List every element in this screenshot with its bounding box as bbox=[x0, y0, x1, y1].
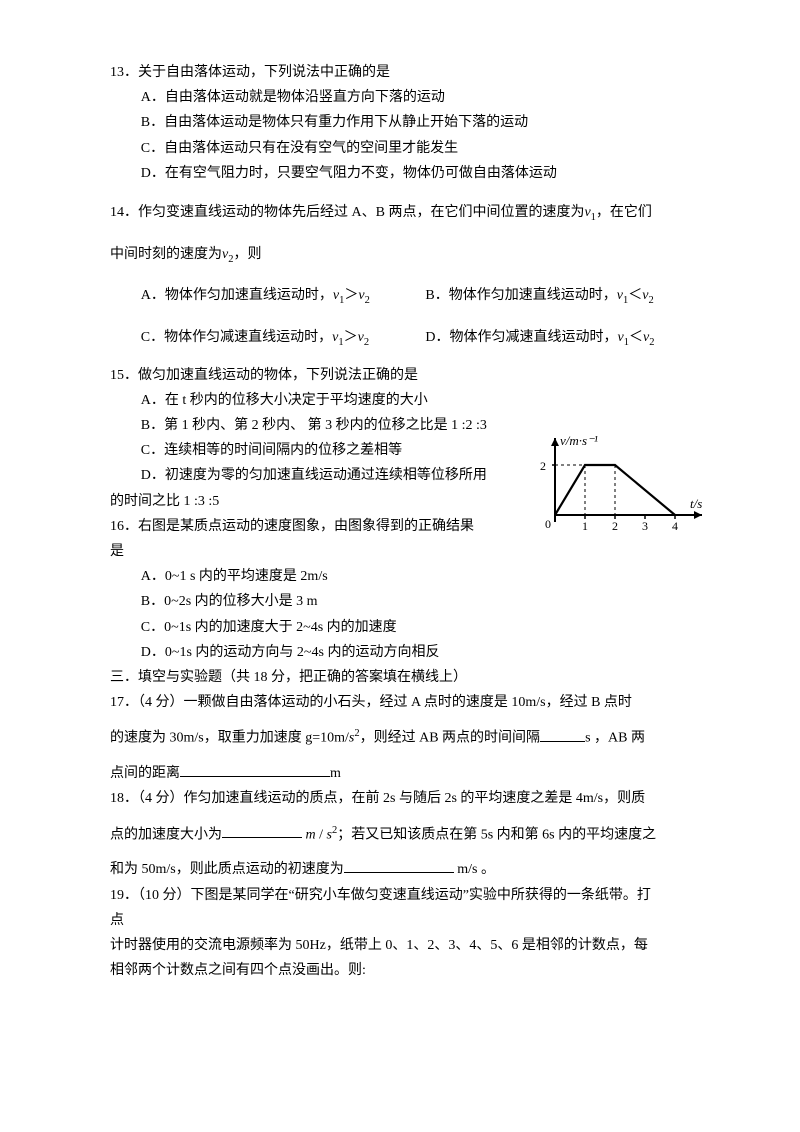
q14-opt-d: D．物体作匀减速直线运动时，v1＜v2 bbox=[425, 325, 710, 353]
q18-line2: 点的加速度大小为 m / s2；若又已知该质点在第 5s 内和第 6s 内的平均… bbox=[110, 822, 710, 848]
q16-stem: 16．右图是某质点运动的速度图象，由图象得到的正确结果 bbox=[110, 514, 522, 539]
q14-stem-line1: 14．作匀变速直线运动的物体先后经过 A、B 两点，在它们中间位置的速度为v1，… bbox=[110, 200, 710, 228]
svg-text:4: 4 bbox=[672, 519, 678, 533]
q14-opt-c: C．物体作匀减速直线运动时，v1＞v2 bbox=[141, 325, 426, 353]
q15-stem: 15．做匀加速直线运动的物体，下列说法正确的是 bbox=[110, 363, 710, 388]
blank-18b[interactable] bbox=[344, 858, 454, 873]
q14-stem-a: 14．作匀变速直线运动的物体先后经过 A、B 两点，在它们中间位置的速度为 bbox=[110, 205, 584, 220]
svg-text:1: 1 bbox=[582, 519, 588, 533]
q15-opt-d2: 的时间之比 1 :3 :5 bbox=[110, 489, 522, 514]
q16-opt-b: B．0~2s 内的位移大小是 3 m bbox=[110, 589, 710, 614]
q14-opt-b: B．物体作匀加速直线运动时，v1＜v2 bbox=[425, 283, 710, 311]
q14-row-cd: C．物体作匀减速直线运动时，v1＞v2 D．物体作匀减速直线运动时，v1＜v2 bbox=[110, 325, 710, 353]
blank-17a[interactable] bbox=[540, 727, 585, 742]
svg-text:2: 2 bbox=[612, 519, 618, 533]
question-16-opts: A．0~1 s 内的平均速度是 2m/s B．0~2s 内的位移大小是 3 m … bbox=[110, 564, 710, 665]
q13-opt-c: C．自由落体运动只有在没有空气的空间里才能发生 bbox=[110, 136, 710, 161]
section-3-title: 三．填空与实验题（共 18 分，把正确的答案填在横线上） bbox=[110, 665, 710, 690]
svg-text:v/m·s⁻¹: v/m·s⁻¹ bbox=[560, 433, 598, 448]
q13-opt-d: D．在有空气阻力时，只要空气阻力不变，物体仍可做自由落体运动 bbox=[110, 161, 710, 186]
q19-line4: 相邻两个计数点之间有四个点没画出。则: bbox=[110, 958, 710, 983]
q16-opt-c: C．0~1s 内的加速度大于 2~4s 内的加速度 bbox=[110, 615, 710, 640]
q19-line1: 19．（10 分）下图是某同学在“研究小车做匀变速直线运动”实验中所获得的一条纸… bbox=[110, 883, 710, 908]
svg-text:t/s: t/s bbox=[690, 496, 702, 511]
q15-q16-row: C．连续相等的时间间隔内的位移之差相等 D．初速度为零的匀加速直线运动通过连续相… bbox=[110, 438, 710, 564]
q19-line2: 点 bbox=[110, 908, 710, 933]
q17-line1: 17．（4 分）一颗做自由落体运动的小石头，经过 A 点时的速度是 10m/s，… bbox=[110, 690, 710, 715]
q15-opt-a: A．在 t 秒内的位移大小决定于平均速度的大小 bbox=[110, 388, 710, 413]
q18-line1: 18．（4 分）作匀加速直线运动的质点，在前 2s 与随后 2s 的平均速度之差… bbox=[110, 786, 710, 811]
question-13: 13．关于自由落体运动，下列说法中正确的是 A．自由落体运动就是物体沿竖直方向下… bbox=[110, 60, 710, 186]
q13-stem: 13．关于自由落体运动，下列说法中正确的是 bbox=[110, 60, 710, 85]
q14-mid: 中间时刻的速度为 bbox=[110, 247, 222, 262]
q19-line3: 计时器使用的交流电源频率为 50Hz，纸带上 0、1、2、3、4、5、6 是相邻… bbox=[110, 933, 710, 958]
q16-opt-a: A．0~1 s 内的平均速度是 2m/s bbox=[110, 564, 710, 589]
velocity-time-chart: 2 1 2 3 4 0 v/m·s⁻¹ t/s bbox=[530, 430, 710, 549]
svg-text:0: 0 bbox=[545, 517, 551, 531]
q17-line3: 点间的距离m bbox=[110, 761, 710, 786]
question-15: 15．做匀加速直线运动的物体，下列说法正确的是 A．在 t 秒内的位移大小决定于… bbox=[110, 363, 710, 439]
q16-opt-d: D．0~1s 内的运动方向与 2~4s 内的运动方向相反 bbox=[110, 640, 710, 665]
svg-text:3: 3 bbox=[642, 519, 648, 533]
q17-line2: 的速度为 30m/s，取重力加速度 g=10m/s2，则经过 AB 两点的时间间… bbox=[110, 725, 710, 751]
q13-opt-a: A．自由落体运动就是物体沿竖直方向下落的运动 bbox=[110, 85, 710, 110]
q15-opt-d: D．初速度为零的匀加速直线运动通过连续相等位移所用 bbox=[110, 463, 522, 488]
question-14: 14．作匀变速直线运动的物体先后经过 A、B 两点，在它们中间位置的速度为v1，… bbox=[110, 200, 710, 353]
blank-17b[interactable] bbox=[180, 762, 330, 777]
q15-opt-c: C．连续相等的时间间隔内的位移之差相等 bbox=[110, 438, 522, 463]
q14-opt-a: A．物体作匀加速直线运动时，v1＞v2 bbox=[141, 283, 426, 311]
q14-row-ab: A．物体作匀加速直线运动时，v1＞v2 B．物体作匀加速直线运动时，v1＜v2 bbox=[110, 283, 710, 311]
q16-stem2: 是 bbox=[110, 539, 522, 564]
q14-mid-b: ，则 bbox=[233, 247, 261, 262]
q14-stem-line2: 中间时刻的速度为v2，则 bbox=[110, 242, 710, 270]
q14-stem-b: ，在它们 bbox=[596, 205, 652, 220]
blank-18a[interactable] bbox=[222, 823, 302, 838]
q18-line3: 和为 50m/s，则此质点运动的初速度为 m/s 。 bbox=[110, 857, 710, 882]
q13-opt-b: B．自由落体运动是物体只有重力作用下从静止开始下落的运动 bbox=[110, 110, 710, 135]
svg-text:2: 2 bbox=[540, 459, 546, 473]
